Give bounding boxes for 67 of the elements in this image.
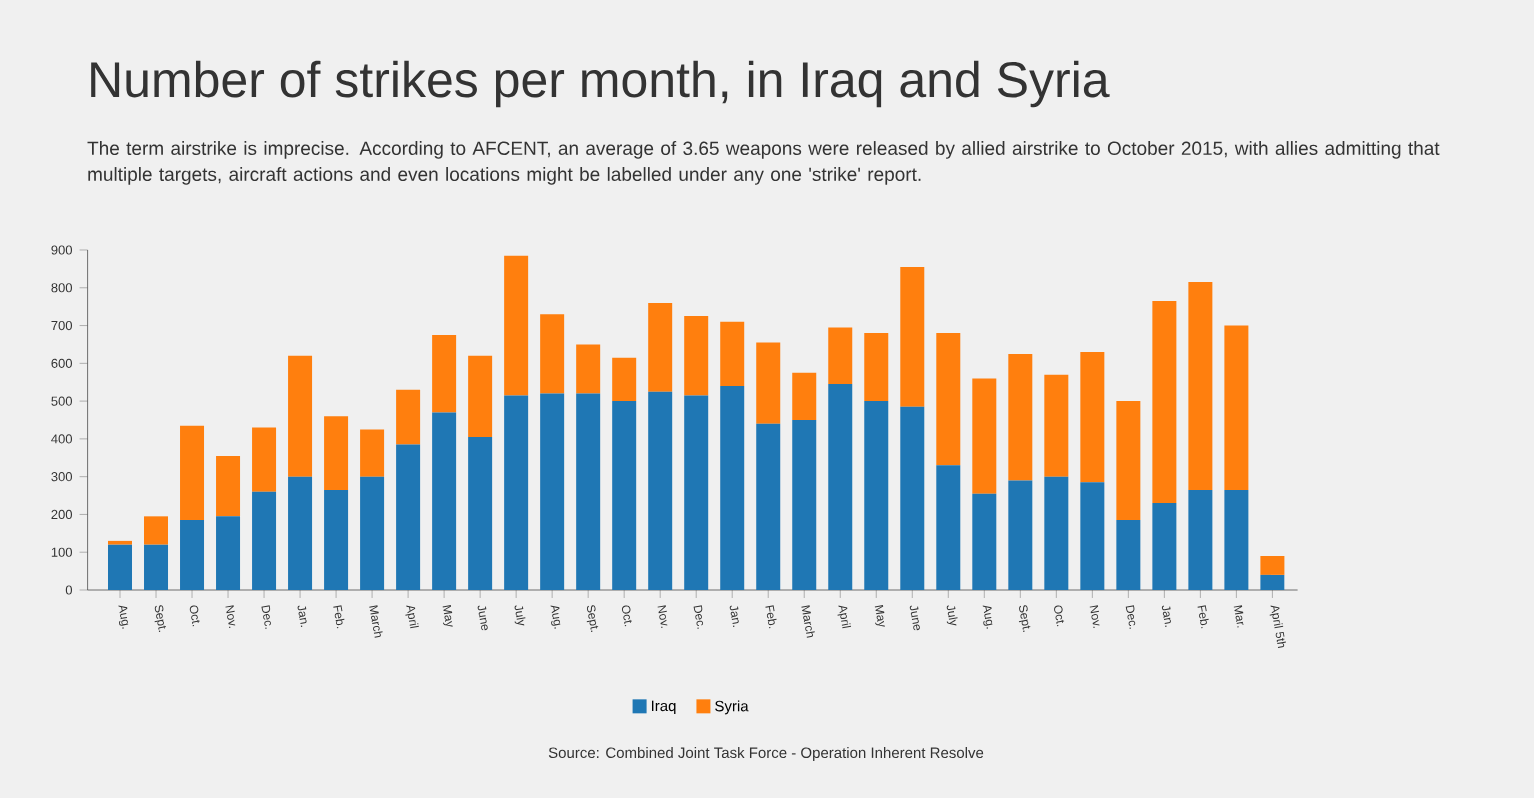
bar	[540, 314, 565, 394]
chart-subtitle: The term airstrike is imprecise. According to AFCENT, an average of 3.65 weapons were released by allied airstrike to October 2015, with allies admitting that multiple targets, aircraft actions and even locations might be labelled under any one 'strike' report.	[87, 141, 1440, 185]
bar	[756, 342, 781, 424]
bar	[792, 420, 817, 590]
bar	[252, 427, 277, 492]
bar	[1008, 480, 1033, 590]
bar	[1080, 482, 1105, 590]
bar	[972, 493, 997, 590]
bar	[1188, 489, 1213, 590]
bar	[288, 476, 313, 590]
bar	[1224, 489, 1249, 590]
bar	[828, 384, 853, 590]
bar	[900, 406, 925, 590]
bar	[972, 378, 997, 494]
bar	[360, 429, 385, 477]
bar	[1224, 325, 1249, 490]
bar	[360, 476, 385, 590]
bar	[792, 372, 817, 420]
bar	[540, 393, 565, 590]
bar	[1116, 401, 1141, 521]
bar	[1116, 520, 1141, 590]
bar	[108, 544, 133, 590]
bar	[1080, 351, 1105, 483]
bar	[468, 355, 493, 437]
bar	[216, 516, 241, 590]
bar	[1044, 476, 1069, 590]
bar	[900, 267, 925, 407]
bar	[1260, 574, 1285, 590]
bar	[252, 491, 277, 590]
bar	[612, 357, 637, 402]
bar	[1044, 374, 1069, 477]
bar	[324, 416, 349, 490]
bar	[1008, 353, 1033, 481]
bar	[1260, 556, 1285, 575]
bar	[828, 327, 853, 385]
bar	[504, 255, 529, 396]
chart-title: Number of strikes per month, in Iraq and Syria	[91, 60, 1110, 108]
bar	[180, 425, 205, 521]
bar	[648, 391, 673, 590]
bar	[684, 316, 709, 396]
bar	[576, 393, 601, 590]
bar	[180, 520, 205, 590]
bar	[936, 333, 961, 466]
bar	[396, 389, 421, 445]
bar	[504, 395, 529, 590]
bar	[720, 386, 745, 590]
bar	[144, 516, 169, 545]
bar	[576, 344, 601, 394]
bar	[432, 334, 457, 413]
bar	[864, 401, 889, 590]
bar	[216, 455, 241, 517]
bar	[720, 321, 745, 386]
bar	[144, 544, 169, 590]
bar	[1188, 282, 1213, 490]
bar	[864, 333, 889, 402]
bar	[468, 437, 493, 590]
bar	[324, 489, 349, 590]
bar	[684, 395, 709, 590]
bar	[288, 355, 313, 477]
bar	[756, 423, 781, 590]
bar	[432, 412, 457, 590]
bar	[648, 302, 673, 392]
bar	[936, 465, 961, 590]
bar	[396, 444, 421, 590]
bar	[1152, 301, 1177, 504]
bar	[1152, 503, 1177, 590]
bar	[612, 401, 637, 590]
